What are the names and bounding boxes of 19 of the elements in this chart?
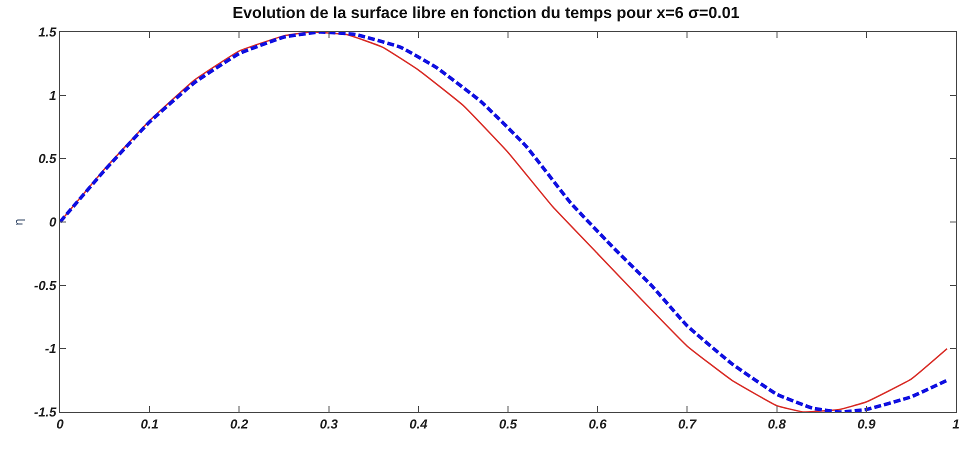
y-tick-label: -1.5: [34, 404, 58, 420]
x-tick-label: 0.1: [140, 416, 159, 432]
x-tick-label: 0.2: [230, 416, 250, 432]
x-tick-label: 0.8: [768, 416, 787, 432]
y-tick-label: -1: [44, 341, 56, 356]
y-tick-label: 1.5: [38, 24, 58, 40]
y-tick-label: -0.5: [34, 278, 58, 293]
x-tick-label: 1: [952, 416, 960, 432]
x-tick-label: 0.9: [857, 416, 876, 432]
x-tick-label: 0.7: [678, 416, 698, 432]
y-tick-label: 0.5: [38, 151, 58, 166]
y-tick-label: 0: [49, 214, 58, 230]
x-tick-label: 0.4: [409, 416, 428, 432]
chart-title: Evolution de la surface libre en fonction du temps pour x=6 σ=0.01: [232, 4, 740, 22]
y-axis-title: η: [11, 218, 26, 226]
x-tick-label: 0.5: [498, 416, 518, 432]
x-tick-label: 0.6: [588, 416, 608, 432]
x-tick-label: 0.3: [320, 416, 339, 432]
y-tick-label: 1: [49, 88, 56, 103]
